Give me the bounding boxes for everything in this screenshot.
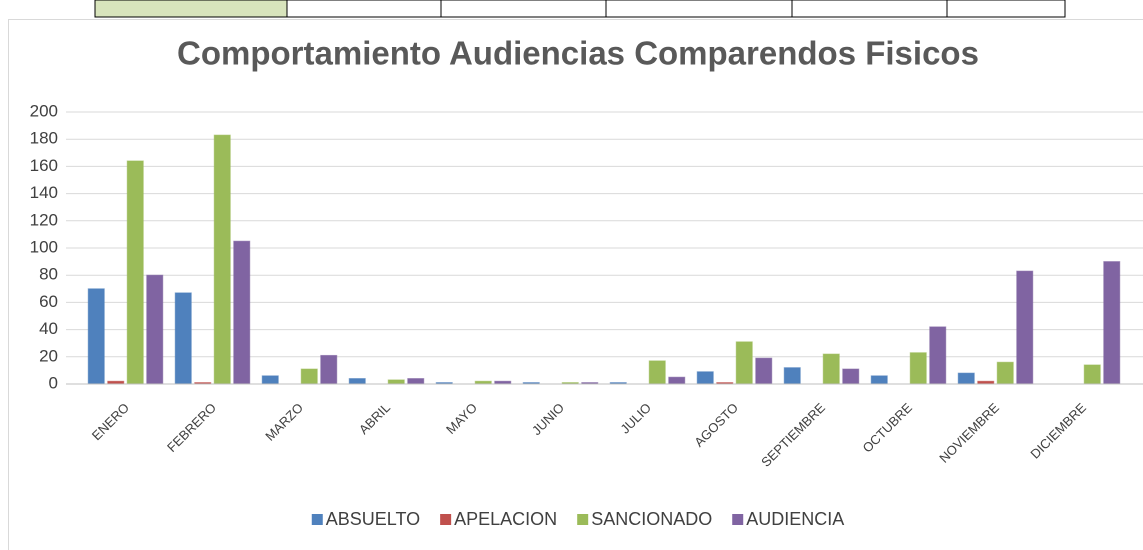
bar bbox=[233, 240, 251, 385]
y-tick-label: 140 bbox=[30, 183, 58, 202]
y-tick-label: 0 bbox=[49, 373, 58, 392]
y-tick-label: 80 bbox=[39, 265, 58, 284]
x-tick-label: JULIO bbox=[617, 400, 654, 437]
x-tick-label: AGOSTO bbox=[691, 400, 741, 450]
bar bbox=[300, 368, 318, 385]
x-tick-label: FEBRERO bbox=[164, 400, 219, 455]
legend-marker bbox=[577, 514, 589, 525]
y-tick-label: 180 bbox=[30, 129, 58, 148]
bar bbox=[696, 371, 714, 385]
legend-marker bbox=[440, 514, 452, 525]
bar bbox=[146, 274, 164, 385]
legend-marker bbox=[732, 514, 744, 525]
bar bbox=[348, 378, 366, 385]
x-tick-label: ENERO bbox=[89, 400, 132, 443]
bar bbox=[909, 352, 927, 385]
bar bbox=[735, 341, 753, 385]
legend: ABSUELTO APELACION SANCIONADO AUDIENCIA bbox=[311, 509, 844, 529]
bar bbox=[870, 375, 888, 385]
legend-marker bbox=[311, 514, 323, 525]
y-tick-label: 20 bbox=[39, 346, 58, 365]
y-tick-label: 120 bbox=[30, 210, 58, 229]
y-tick-label: 40 bbox=[39, 319, 58, 338]
bar bbox=[1083, 364, 1101, 385]
y-tick-label: 160 bbox=[30, 156, 58, 175]
bar bbox=[783, 367, 801, 385]
x-tick-label: MAYO bbox=[443, 400, 480, 437]
bar bbox=[387, 379, 405, 385]
bar bbox=[1016, 270, 1034, 385]
bar bbox=[755, 357, 773, 385]
bar bbox=[648, 360, 666, 385]
bar bbox=[668, 376, 686, 385]
x-tick-label: SEPTIEMBRE bbox=[758, 400, 828, 470]
bar bbox=[1103, 261, 1121, 385]
x-tick-label: OCTUBRE bbox=[859, 400, 915, 456]
y-tick-label: 60 bbox=[39, 292, 58, 311]
bar bbox=[213, 134, 231, 385]
x-tick-label: JUNIO bbox=[529, 400, 567, 438]
bar bbox=[842, 368, 860, 385]
bar bbox=[929, 326, 947, 385]
bar bbox=[261, 375, 279, 385]
x-tick-label: NOVIEMBRE bbox=[936, 400, 1002, 466]
x-tick-label: MARZO bbox=[262, 400, 306, 444]
y-tick-label: 100 bbox=[30, 237, 58, 256]
legend-label: APELACION bbox=[454, 509, 557, 529]
chart-border bbox=[8, 19, 1143, 550]
bar bbox=[320, 354, 338, 385]
bar bbox=[957, 372, 975, 385]
legend-label: ABSUELTO bbox=[326, 509, 420, 529]
y-tick-label: 200 bbox=[30, 101, 58, 120]
chart-title: Comportamiento Audiencias Comparendos Fi… bbox=[177, 35, 979, 72]
bar bbox=[174, 292, 192, 385]
bar bbox=[87, 288, 105, 385]
x-tick-label: DICIEMBRE bbox=[1027, 400, 1089, 462]
legend-label: SANCIONADO bbox=[591, 509, 712, 529]
x-tick-label: ABRIL bbox=[356, 400, 393, 437]
bar bbox=[126, 160, 144, 385]
bar bbox=[822, 353, 840, 385]
table-strip bbox=[94, 0, 1066, 18]
legend-label: AUDIENCIA bbox=[746, 509, 844, 529]
bar bbox=[996, 361, 1014, 385]
bar bbox=[407, 378, 425, 385]
